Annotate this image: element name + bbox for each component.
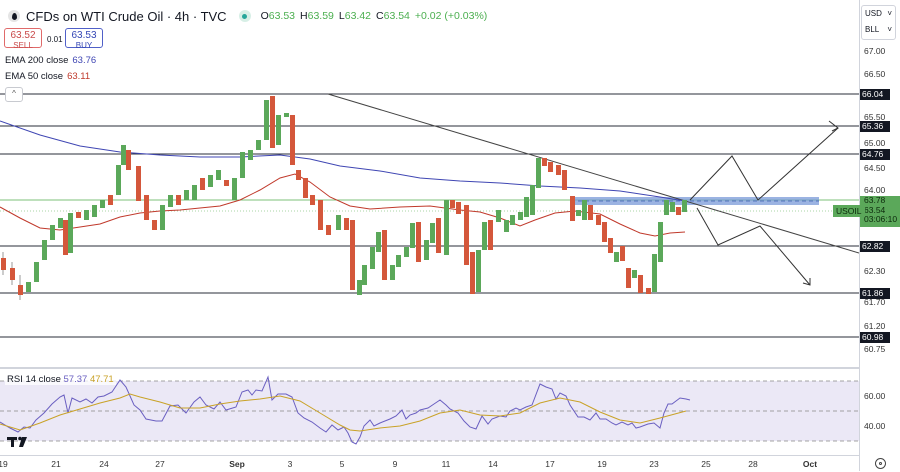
bullish-projection xyxy=(689,127,839,201)
time-tick: 23 xyxy=(649,459,659,469)
change-value: +0.02 (+0.03%) xyxy=(414,10,488,22)
price-tick: 61.20 xyxy=(864,321,886,331)
ema200-legend[interactable]: EMA 200 close 63.76 xyxy=(5,55,97,66)
time-tick: 5 xyxy=(339,459,345,469)
price-axis[interactable] xyxy=(859,0,900,471)
oil-drop-icon xyxy=(8,10,20,22)
unit-select[interactable]: BLL ˅ xyxy=(862,22,895,38)
time-tick: 21 xyxy=(51,459,61,469)
price-tick: 65.00 xyxy=(864,138,886,148)
time-tick: 14 xyxy=(488,459,498,469)
chevron-up-icon: ^ xyxy=(12,89,16,98)
open-value: O63.53 xyxy=(260,10,296,22)
resistance-zone xyxy=(571,197,819,205)
market-status-icon xyxy=(238,10,251,22)
spread-value: 0.01 xyxy=(47,35,63,44)
rsi-tick: 40.00 xyxy=(864,421,886,431)
symbol-title[interactable]: CFDs on WTI Crude Oil · 4h · TVC xyxy=(26,8,227,24)
price-tick: 65.50 xyxy=(864,112,886,122)
bearish-projection xyxy=(696,207,811,286)
sell-button[interactable]: 63.52 SELL xyxy=(4,28,42,50)
time-tick: 25 xyxy=(701,459,711,469)
collapse-legend-button[interactable]: ^ xyxy=(5,87,23,102)
price-tick: 66.50 xyxy=(864,69,886,79)
buy-button[interactable]: 63.53 BUY xyxy=(65,28,103,50)
chart-canvas[interactable] xyxy=(0,0,859,471)
currency-select[interactable]: USD ˅ xyxy=(862,6,895,22)
rsi-tick: 60.00 xyxy=(864,391,886,401)
level-tag: 60.98 xyxy=(860,332,890,343)
price-tick: 62.30 xyxy=(864,266,886,276)
time-axis[interactable] xyxy=(0,455,859,472)
level-tag: 62.82 xyxy=(860,241,890,252)
rsi-ma-line xyxy=(0,393,687,432)
price-tick: 64.50 xyxy=(864,163,886,173)
currency-unit-selector[interactable]: USD ˅ BLL ˅ xyxy=(861,5,896,40)
time-tick: 3 xyxy=(287,459,293,469)
level-tag: 65.36 xyxy=(860,121,890,132)
price-tick: 67.00 xyxy=(864,46,886,56)
time-tick: 11 xyxy=(441,459,451,469)
time-tick: 17 xyxy=(545,459,555,469)
current-price-tag: 63.78 63.54 03:06:10 xyxy=(860,195,900,227)
time-tick: 28 xyxy=(748,459,758,469)
time-tick: 24 xyxy=(99,459,109,469)
time-tick: Sep xyxy=(229,459,245,469)
level-tag: 66.04 xyxy=(860,89,890,100)
chevron-down-icon: ˅ xyxy=(887,9,892,18)
tradingview-logo-icon xyxy=(7,436,27,447)
time-tick: 19 xyxy=(597,459,607,469)
symbol-price-label: USOIL xyxy=(833,205,865,217)
time-tick: 19 xyxy=(0,459,8,469)
time-tick: Oct xyxy=(802,459,818,469)
price-tick: 60.75 xyxy=(864,344,886,354)
close-value: C63.54 xyxy=(376,10,410,22)
ema50-legend[interactable]: EMA 50 close 63.11 xyxy=(5,71,91,82)
level-tag: 61.86 xyxy=(860,288,890,299)
high-value: H63.59 xyxy=(300,10,334,22)
down-arrow-icon xyxy=(802,278,811,286)
chevron-down-icon: ˅ xyxy=(887,25,892,34)
symbol-header: CFDs on WTI Crude Oil · 4h · TVC O63.53 … xyxy=(8,7,492,25)
chart-settings-icon[interactable] xyxy=(875,458,886,469)
candles xyxy=(1,96,687,300)
price-tick: 64.00 xyxy=(864,185,886,195)
up-arrow-icon xyxy=(828,120,839,132)
low-value: L63.42 xyxy=(338,10,372,22)
price-tick: 61.70 xyxy=(864,297,886,307)
time-tick: 9 xyxy=(392,459,398,469)
time-tick: 27 xyxy=(155,459,165,469)
level-tag: 64.76 xyxy=(860,149,890,160)
ema200-line xyxy=(0,120,686,202)
descending-trendline xyxy=(327,93,859,254)
rsi-legend[interactable]: RSI 14 close 57.37 47.71 xyxy=(5,374,116,385)
rsi-line xyxy=(0,375,691,445)
